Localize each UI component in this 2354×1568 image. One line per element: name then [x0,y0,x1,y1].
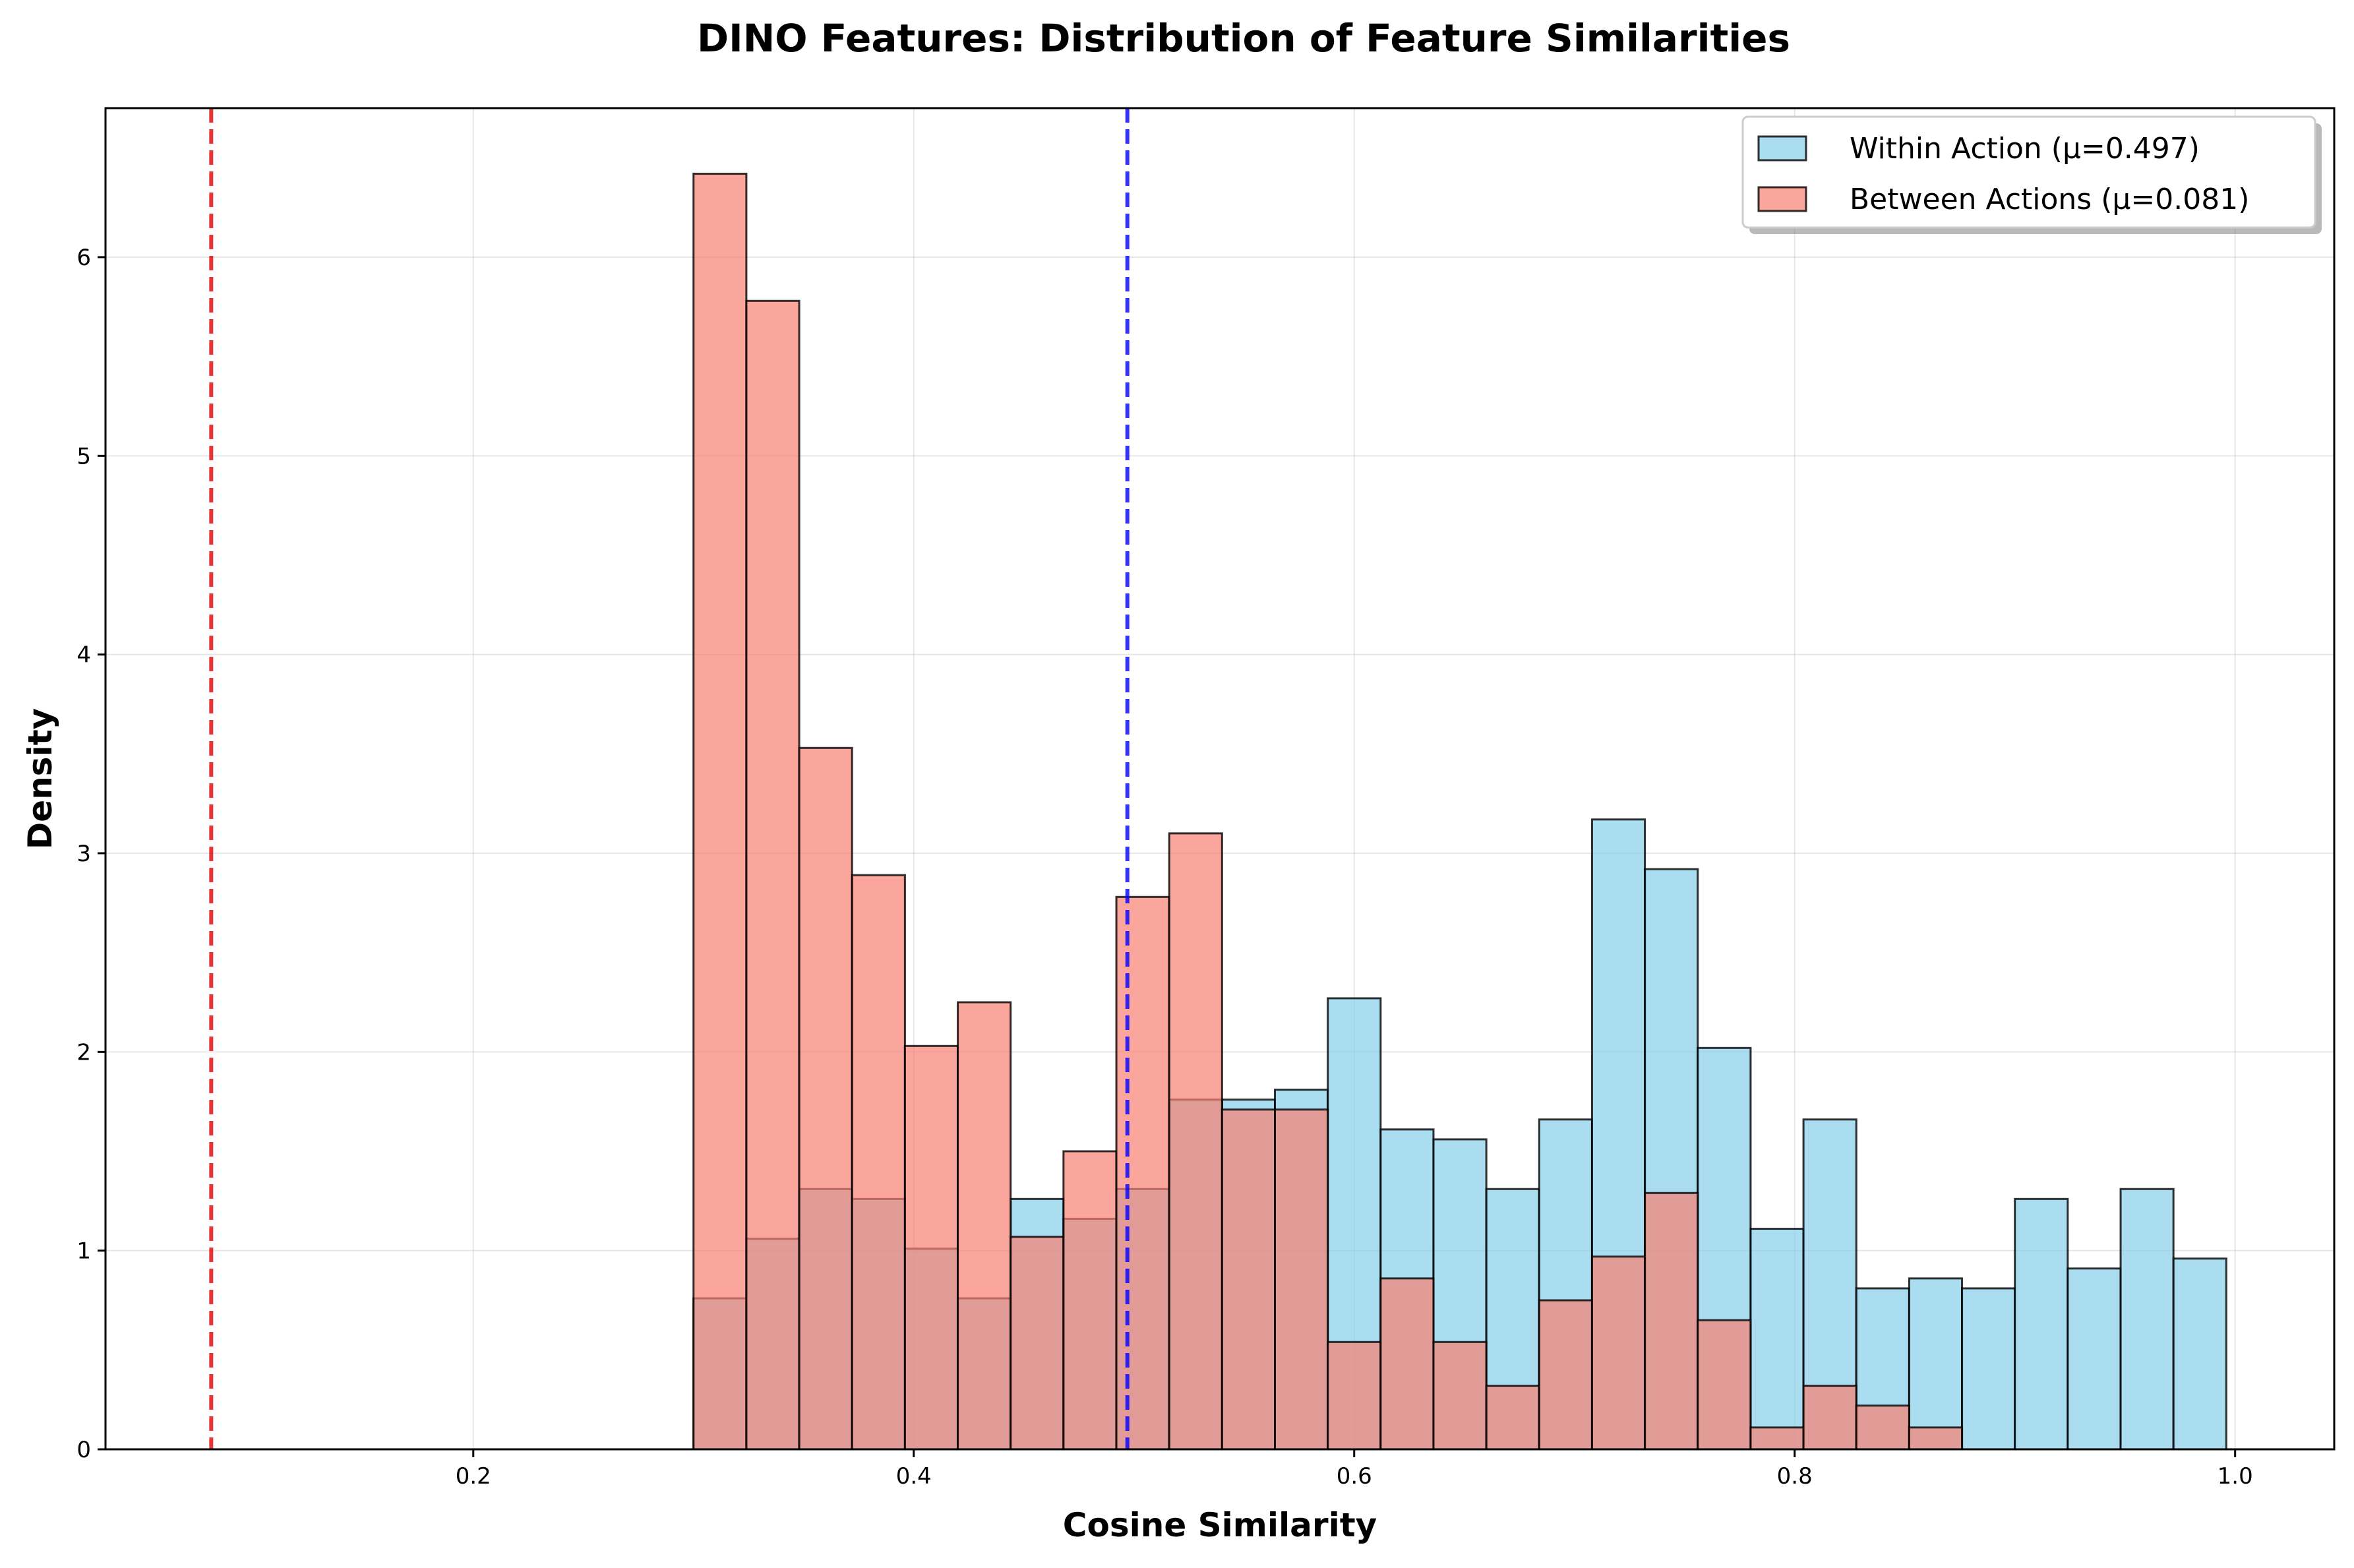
between-actions-bar-6 [1010,1236,1065,1451]
y-tick-label-0: 0 [76,1437,91,1463]
x-tick-label-3: 0.8 [1777,1463,1813,1490]
between-actions-bar-3 [851,874,906,1451]
between-actions-bar-0 [692,172,748,1451]
plot-frame [104,107,2336,1451]
legend-swatch-between [1757,186,1807,212]
y-tick-label-1: 1 [76,1238,91,1265]
between-actions-bar-12 [1327,1341,1382,1451]
legend-swatch-within [1757,135,1807,162]
between-actions-bar-18 [1644,1191,1699,1451]
x-tick-label-1: 0.4 [896,1463,932,1490]
y-tick-label-2: 2 [76,1039,91,1066]
within-action-bar-25 [2014,1197,2069,1451]
y-axis-label: Density [21,708,59,849]
series-between-actions [692,172,1964,1451]
legend-box [1741,115,2316,229]
y-tick-label-5: 5 [76,443,91,469]
legend: Within Action (μ=0.497) Between Actions … [1741,115,2322,234]
within-action-bar-20 [1749,1228,1805,1451]
between-actions-bar-16 [1538,1299,1593,1451]
between-actions-bar-5 [957,1001,1012,1451]
between-actions-bar-19 [1697,1319,1752,1451]
within-action-bar-26 [2067,1267,2122,1451]
y-tick-label-6: 6 [76,245,91,271]
chart-title: DINO Features: Distribution of Feature S… [697,16,1790,61]
legend-label-between: Between Actions (μ=0.081) [1850,183,2249,216]
between-actions-bar-14 [1432,1341,1488,1451]
between-actions-bar-2 [798,746,853,1451]
between-actions-bar-9 [1168,832,1223,1451]
x-tick-label-0: 0.2 [456,1463,491,1490]
within-action-bar-27 [2119,1188,2175,1451]
x-axis-ticks: 0.2 0.4 0.6 0.8 1.0 [456,1449,2253,1490]
between-actions-bar-7 [1062,1150,1118,1451]
between-actions-bar-4 [903,1044,959,1451]
between-actions-bar-13 [1379,1277,1435,1451]
between-actions-bar-21 [1802,1385,1857,1451]
between-actions-bar-20 [1749,1426,1805,1451]
between-actions-bar-23 [1908,1426,1964,1451]
between-actions-bar-1 [745,299,800,1451]
between-actions-bar-17 [1590,1255,1646,1451]
mean-lines [209,108,1130,1449]
y-axis-ticks: 0 1 2 3 4 5 6 [76,245,106,1463]
y-tick-label-4: 4 [76,642,91,669]
x-axis-label: Cosine Similarity [1063,1506,1377,1544]
between-actions-bar-10 [1221,1108,1276,1451]
legend-label-within: Within Action (μ=0.497) [1850,132,2200,166]
between-actions-bar-22 [1855,1404,1910,1451]
between-actions-bar-8 [1115,895,1170,1451]
between-actions-bar-15 [1485,1385,1540,1451]
y-tick-label-3: 3 [76,841,91,867]
x-tick-label-2: 0.6 [1337,1463,1372,1490]
within-action-bar-28 [2172,1257,2227,1451]
x-tick-label-4: 1.0 [2218,1463,2253,1490]
within-action-bar-24 [1961,1287,2016,1451]
between-actions-bar-11 [1273,1108,1329,1451]
within-action-bar-23 [1908,1277,1964,1451]
gridlines [106,108,2334,1450]
